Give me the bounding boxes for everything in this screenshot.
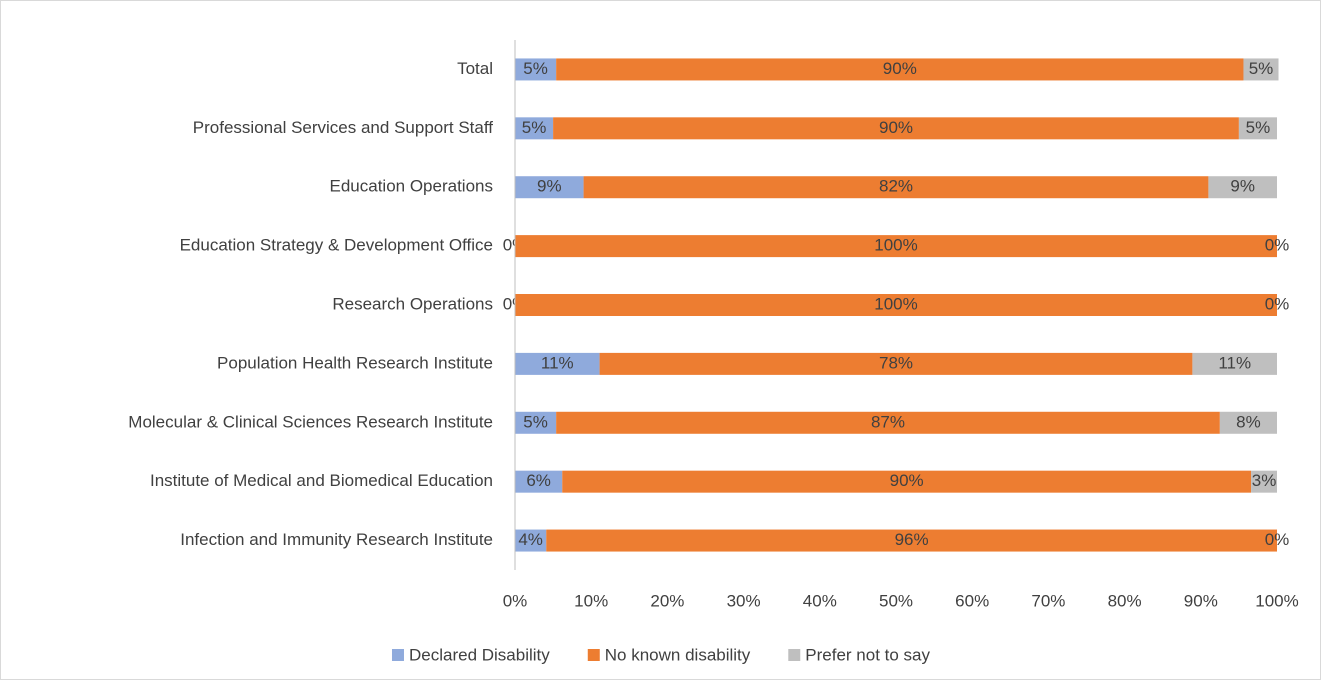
bar-segment	[515, 117, 554, 140]
bar-segment	[583, 176, 1209, 199]
bar-segment	[546, 529, 1277, 552]
data-label: 11%	[541, 353, 574, 372]
bar-segment	[599, 352, 1193, 375]
y-tick-label: Population Health Research Institute	[217, 353, 493, 372]
bar-segment	[1238, 117, 1277, 140]
legend-label: Prefer not to say	[805, 645, 930, 664]
data-label: 5%	[523, 59, 548, 78]
x-tick-label: 90%	[1184, 591, 1218, 610]
data-label: 9%	[1230, 177, 1255, 196]
x-tick-label: 30%	[727, 591, 761, 610]
bar-segment	[515, 58, 557, 81]
bar-segment	[515, 529, 547, 552]
x-tick-label: 70%	[1031, 591, 1065, 610]
data-label: 9%	[537, 177, 562, 196]
x-tick-label: 60%	[955, 591, 989, 610]
y-tick-label: Total	[457, 59, 493, 78]
data-label: 0%	[1265, 294, 1290, 313]
data-label: 78%	[879, 353, 913, 372]
data-label: 0%	[1265, 530, 1290, 549]
y-tick-label: Institute of Medical and Biomedical Educ…	[150, 471, 493, 490]
data-label: 5%	[523, 412, 548, 431]
data-label: 3%	[1252, 471, 1277, 490]
x-tick-label: 0%	[503, 591, 528, 610]
bar-segment	[1208, 176, 1277, 199]
x-tick-label: 80%	[1108, 591, 1142, 610]
data-label: 100%	[874, 294, 917, 313]
bar-segment	[1251, 470, 1277, 493]
bar-segment	[515, 470, 563, 493]
bar-segment	[515, 352, 600, 375]
bar-segment	[1192, 352, 1277, 375]
data-label: 5%	[522, 118, 547, 137]
data-label: 87%	[871, 412, 905, 431]
x-tick-label: 100%	[1255, 591, 1298, 610]
x-tick-label: 40%	[803, 591, 837, 610]
bar-segment	[515, 176, 584, 199]
data-label: 5%	[1246, 118, 1271, 137]
bar-segment	[553, 117, 1239, 140]
y-tick-label: Research Operations	[332, 294, 493, 313]
data-label: 96%	[895, 530, 929, 549]
y-tick-label: Education Operations	[330, 177, 494, 196]
y-tick-label: Infection and Immunity Research Institut…	[180, 530, 493, 549]
data-label: 0%	[1265, 236, 1290, 255]
legend-swatch	[788, 649, 801, 661]
bar-segment	[515, 411, 557, 434]
legend-swatch	[391, 649, 404, 661]
legend-label: No known disability	[605, 645, 751, 664]
x-tick-label: 10%	[574, 591, 608, 610]
y-tick-label: Professional Services and Support Staff	[193, 118, 493, 137]
bar-segment	[562, 470, 1252, 493]
data-label: 11%	[1218, 353, 1251, 372]
data-label: 8%	[1236, 412, 1261, 431]
bar-segment	[556, 411, 1220, 434]
bar-segment	[515, 235, 1277, 258]
data-label: 4%	[518, 530, 543, 549]
x-tick-label: 50%	[879, 591, 913, 610]
data-label: 90%	[883, 59, 917, 78]
data-label: 5%	[1249, 59, 1274, 78]
data-label: 82%	[879, 177, 913, 196]
data-label: 6%	[526, 471, 551, 490]
bar-segment	[1243, 58, 1279, 81]
data-label: 90%	[879, 118, 913, 137]
bar-segment	[1219, 411, 1277, 434]
y-tick-label: Molecular & Clinical Sciences Research I…	[128, 412, 493, 431]
y-tick-label: Education Strategy & Development Office	[180, 236, 493, 255]
legend-swatch	[587, 649, 600, 661]
x-tick-label: 20%	[650, 591, 684, 610]
data-label: 100%	[874, 236, 917, 255]
bar-segment	[556, 58, 1244, 81]
legend-label: Declared Disability	[409, 645, 550, 664]
data-label: 90%	[890, 471, 924, 490]
bar-segment	[515, 294, 1277, 316]
